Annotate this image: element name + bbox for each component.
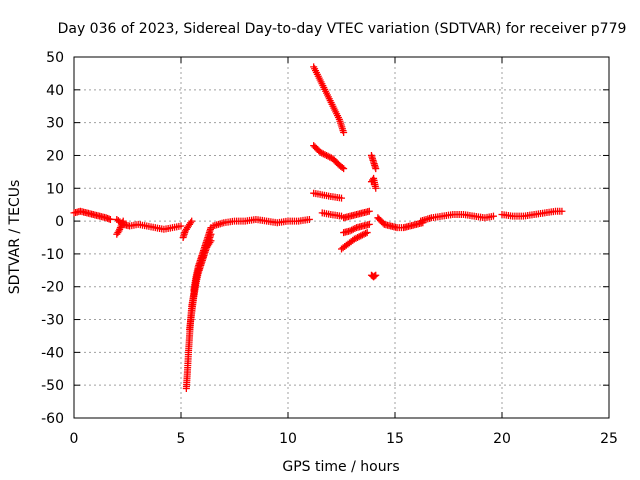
series-arc-14 [340,220,373,237]
plot-frame [73,56,610,419]
data-point [116,225,124,233]
y-tick-label: 10 [46,181,64,197]
y-tick-label: 20 [46,148,64,164]
series-arc-1 [70,207,114,223]
data-point [115,227,123,235]
y-tick-label: -40 [41,345,64,361]
data-point [489,212,497,220]
series-arc-8 [209,215,313,230]
series-arc-17 [367,174,380,192]
data-point [316,148,324,156]
tick-layer [73,56,610,419]
x-axis-label: GPS time / hours [282,459,399,475]
y-axis-label: SDTVAR / TECUs [7,180,23,295]
series-arc-15 [340,207,373,222]
data-point [326,153,334,161]
data-point [188,217,196,225]
data-point [117,222,125,230]
y-tick-label: 50 [46,50,64,66]
data-layer [70,63,566,392]
y-tick-label: 0 [55,214,64,230]
data-point [340,128,348,136]
data-point [362,229,370,237]
series-arc-20 [417,211,497,225]
data-point [324,152,332,160]
y-tick-label: -20 [41,280,64,296]
data-point [187,219,195,227]
data-point [350,235,358,243]
x-tick-label: 25 [600,431,618,447]
data-point [351,224,359,232]
chart-title: Day 036 of 2023, Sidereal Day-to-day VTE… [58,21,627,37]
x-tick-labels: 0 5 10 15 20 25 [70,431,618,447]
data-point [118,220,126,228]
data-point [305,215,313,223]
series-arc-6 [186,230,215,333]
data-point [355,233,363,241]
data-point [349,225,357,233]
data-point [558,207,566,215]
data-point [177,222,185,230]
x-tick-label: 5 [177,431,186,447]
data-point [360,230,368,238]
series-arc-3 [113,217,127,238]
y-tick-label: -10 [41,247,64,263]
data-point [106,215,114,223]
series-arc-19 [374,214,427,232]
data-point [318,149,326,157]
data-point [354,234,362,241]
data-point [372,271,380,279]
y-tick-label: 30 [46,116,64,132]
series-arc-2 [113,215,185,233]
data-point [358,231,366,239]
data-point [372,184,380,192]
data-point [321,151,329,159]
series-arc-21 [498,207,566,220]
x-tick-label: 20 [493,431,511,447]
data-point [323,151,331,159]
data-point [319,150,327,158]
data-point [119,217,127,225]
grid-layer [74,57,609,418]
y-tick-label: -30 [41,313,64,329]
series-arc-11 [310,189,345,202]
data-point [348,226,356,234]
y-tick-label: -50 [41,378,64,394]
series-arc-7 [190,224,215,294]
series-arc-12 [318,209,345,220]
x-tick-label: 10 [279,431,297,447]
data-point [346,227,354,235]
data-point [371,272,379,280]
data-point [365,207,373,215]
data-point [363,229,371,237]
data-point [357,232,365,240]
y-tick-label: -60 [41,411,64,427]
series-arc-9 [310,63,348,136]
series-arc-4 [179,217,196,241]
data-point [338,194,345,202]
data-point [365,220,373,228]
series-arc-10 [310,142,348,173]
y-tick-label: 40 [46,83,64,99]
data-point [116,224,124,232]
x-tick-label: 15 [386,431,404,447]
series-arc-13 [338,229,371,253]
y-tick-labels: -60 -50 -40 -30 -20 -10 0 10 20 30 40 50 [41,50,64,427]
data-point [338,163,346,171]
data-point [372,165,380,173]
series-arc-16 [367,151,380,173]
data-point [119,219,127,227]
data-point [352,234,360,242]
data-point [340,165,348,173]
series-arc-18 [367,271,380,281]
x-tick-label: 0 [70,431,79,447]
